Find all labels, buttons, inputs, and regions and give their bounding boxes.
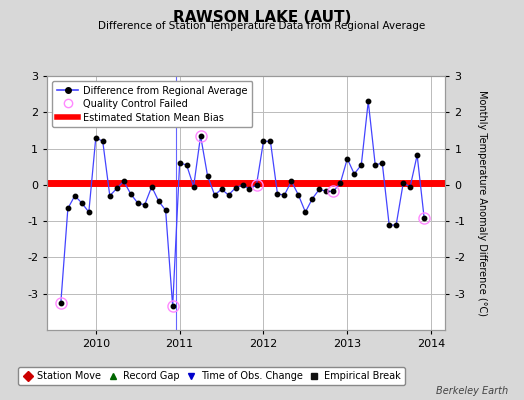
Text: Difference of Station Temperature Data from Regional Average: Difference of Station Temperature Data f… [99, 21, 425, 31]
Text: RAWSON LAKE (AUT): RAWSON LAKE (AUT) [173, 10, 351, 25]
Legend: Difference from Regional Average, Quality Control Failed, Estimated Station Mean: Difference from Regional Average, Qualit… [52, 81, 253, 127]
Y-axis label: Monthly Temperature Anomaly Difference (°C): Monthly Temperature Anomaly Difference (… [477, 90, 487, 316]
Legend: Station Move, Record Gap, Time of Obs. Change, Empirical Break: Station Move, Record Gap, Time of Obs. C… [18, 367, 405, 385]
Text: Berkeley Earth: Berkeley Earth [436, 386, 508, 396]
